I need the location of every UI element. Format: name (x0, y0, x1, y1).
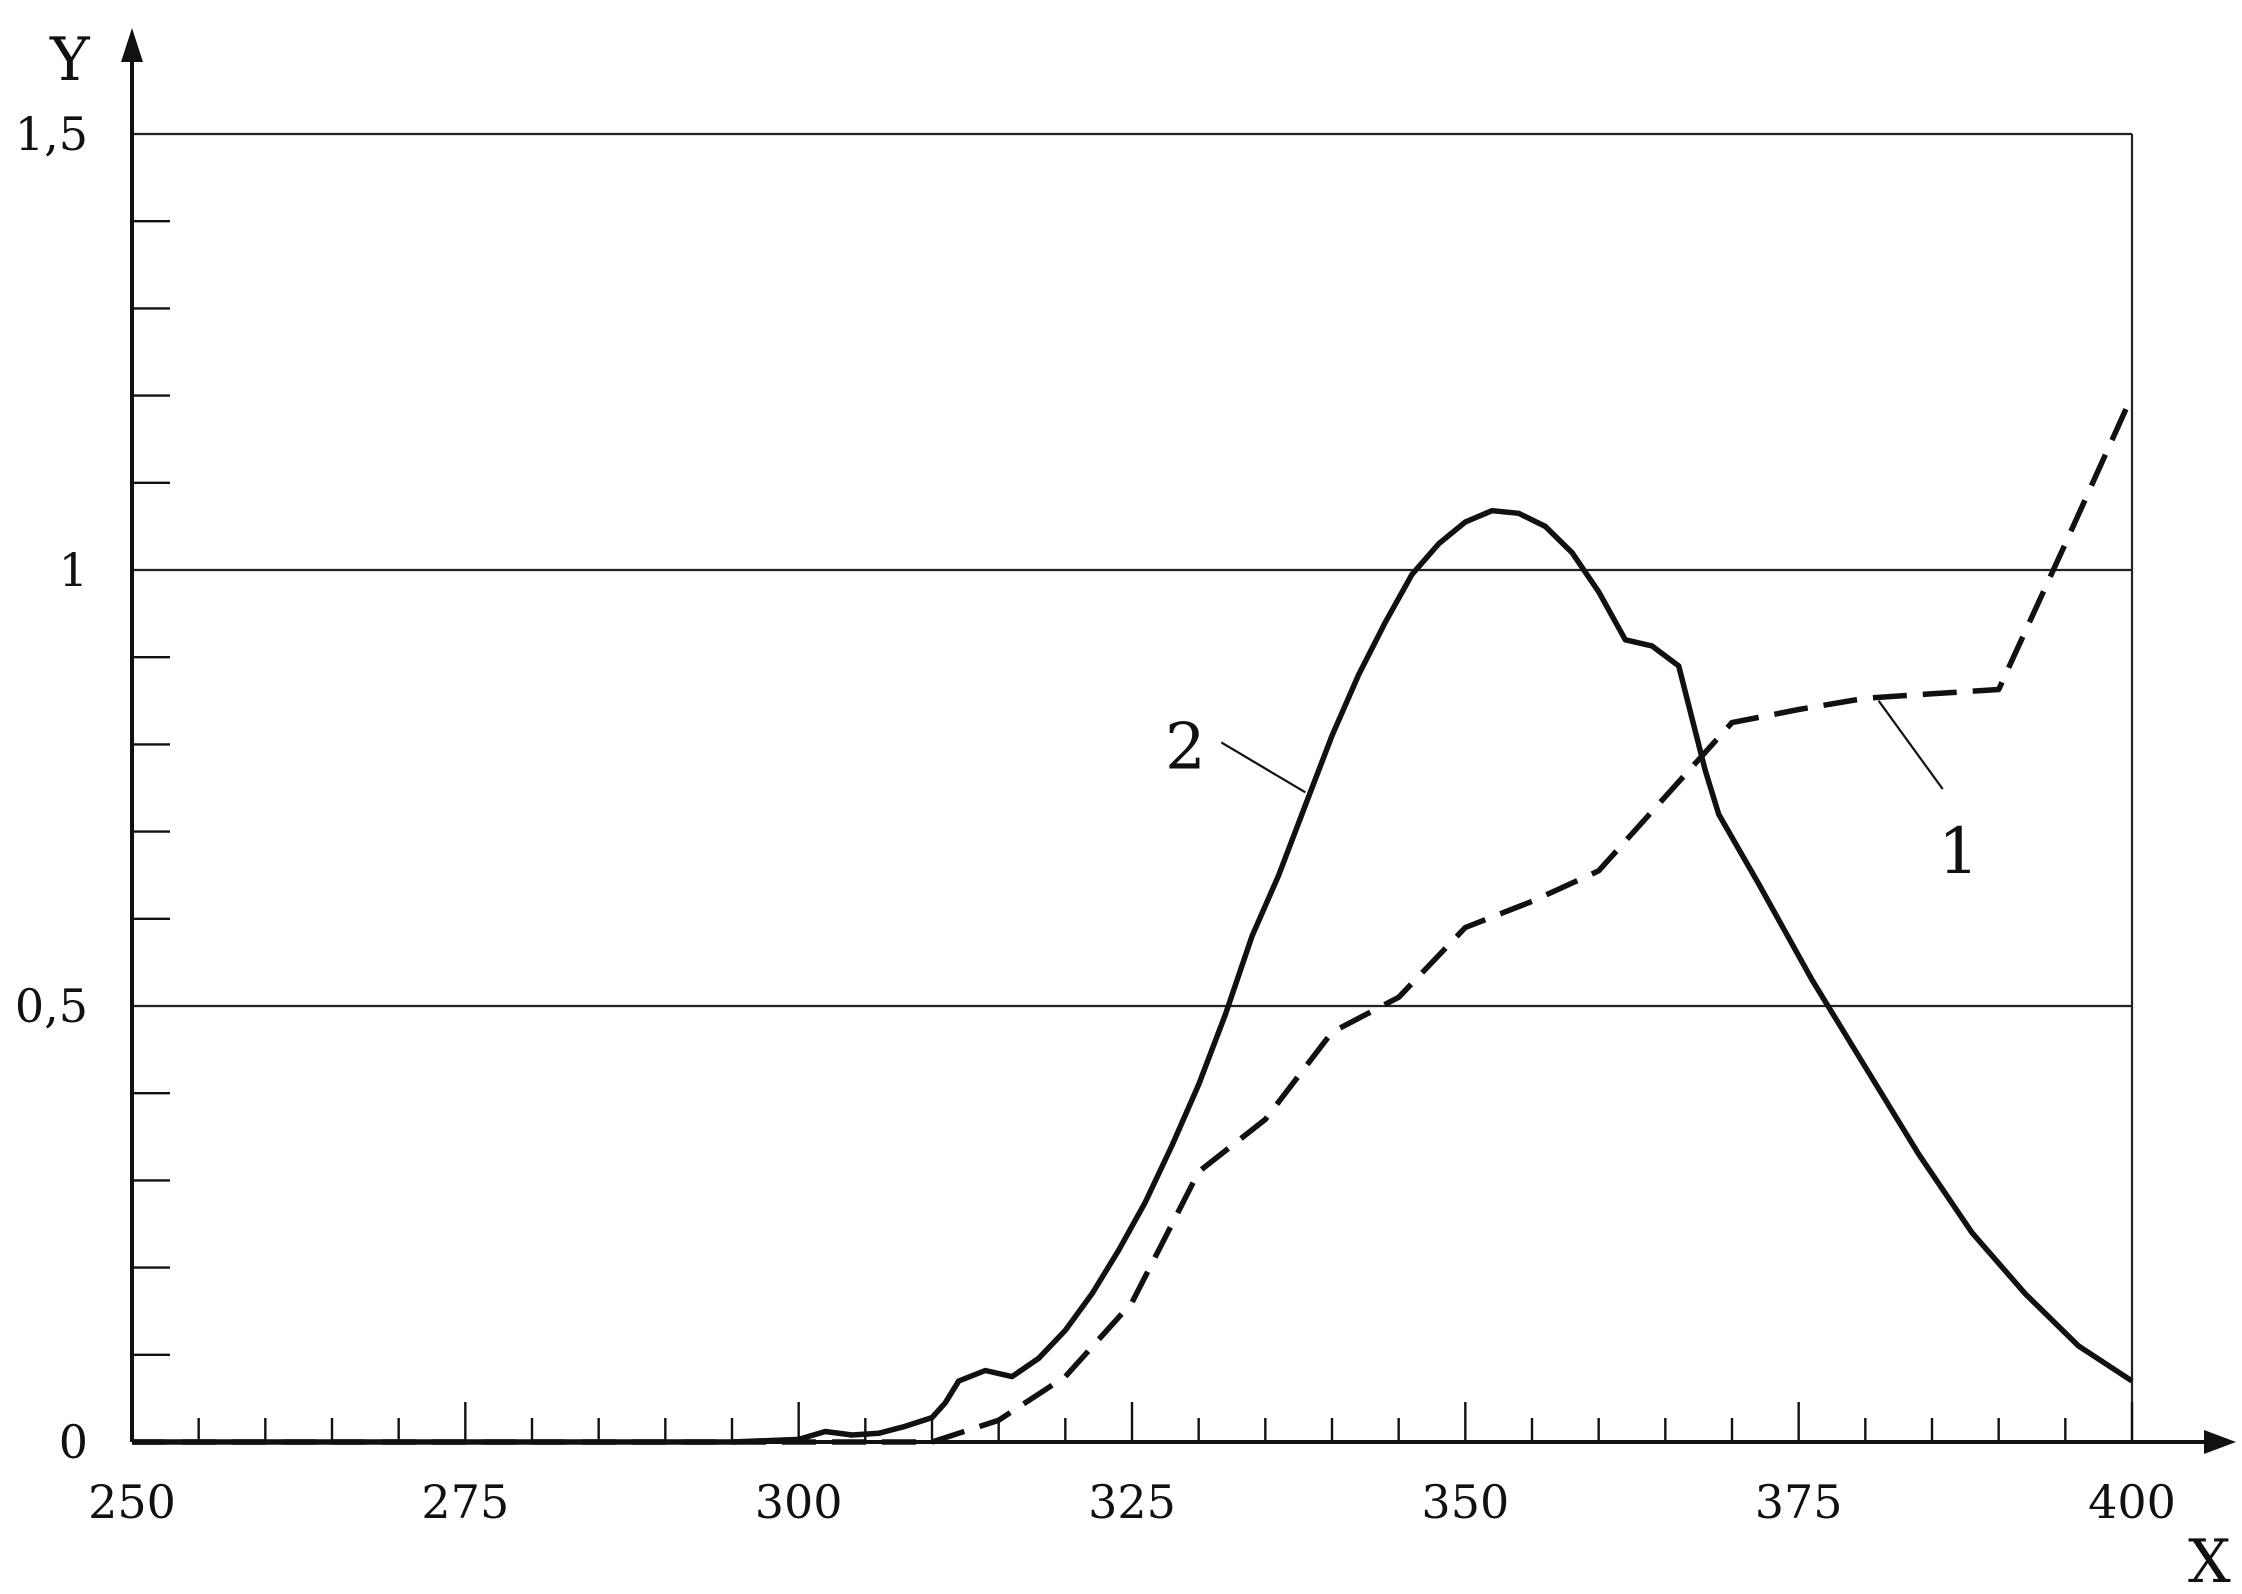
series-1-label: 1 (1938, 815, 1979, 889)
series (132, 394, 2135, 1445)
series-2-leader (1220, 741, 1306, 794)
x-tick-label-4: 350 (1421, 1475, 1509, 1529)
x-tick-label-0: 250 (88, 1475, 176, 1529)
x-tick-label-6: 400 (2088, 1475, 2176, 1529)
x-axis-title: X (2188, 1527, 2231, 1594)
y-tick-label-3: 1,5 (15, 107, 88, 161)
y-tick-label-1: 0,5 (15, 979, 88, 1033)
y-axis-arrow (121, 28, 143, 62)
grid (132, 132, 2134, 1442)
labels: 250 275 300 325 350 375 400 0 0,5 1 1,5 1 2 (15, 107, 2176, 1529)
series-2-line (132, 507, 2134, 1445)
x-tick-label-5: 375 (1755, 1475, 1843, 1529)
ticks (132, 219, 2134, 1442)
y-tick-label-2: 1 (59, 543, 88, 597)
x-tick-label-1: 275 (421, 1475, 509, 1529)
x-tick-label-3: 325 (1088, 1475, 1176, 1529)
series-2-label: 2 (1165, 710, 1206, 784)
series-1-leader (1877, 700, 1944, 790)
series-1-line (132, 394, 2135, 1445)
x-axis-arrow (2204, 1430, 2236, 1454)
y-tick-label-0: 0 (59, 1415, 88, 1469)
y-axis-title: Y (49, 25, 91, 95)
x-tick-label-2: 300 (755, 1475, 843, 1529)
